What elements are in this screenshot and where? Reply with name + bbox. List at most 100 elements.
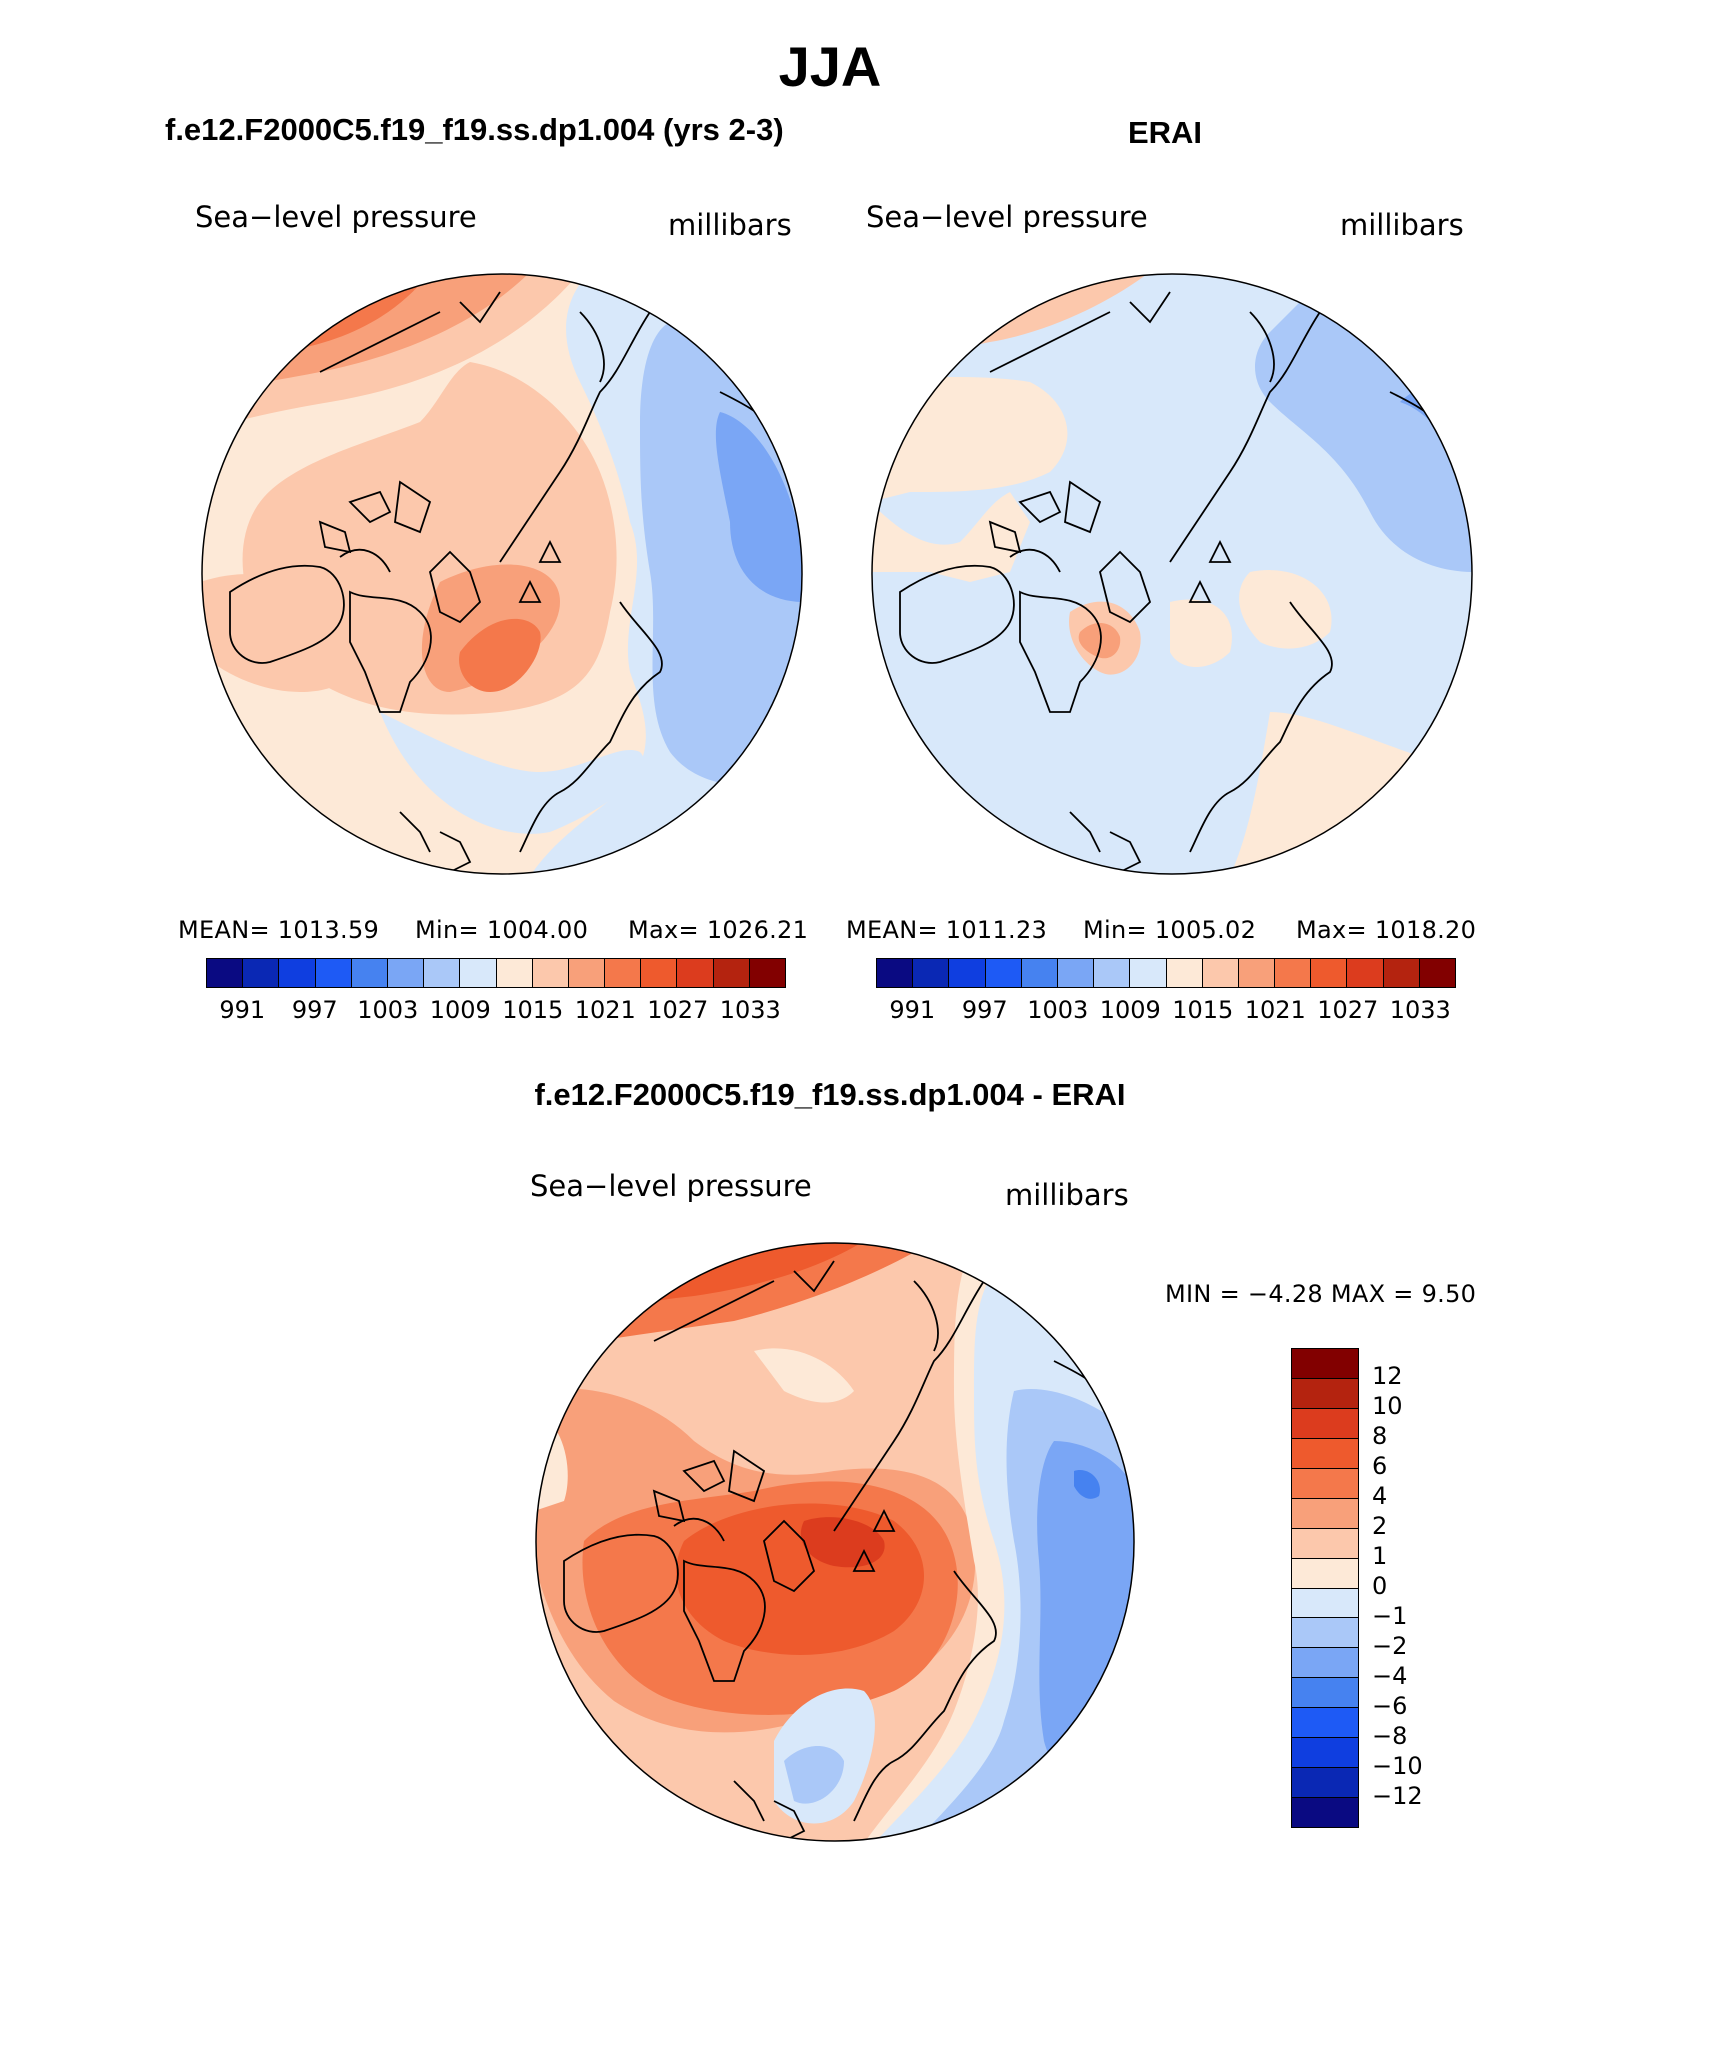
right-max-value: Max= 1018.20	[1296, 916, 1477, 944]
colorbar-tick-label: 1033	[719, 996, 781, 1024]
colorbar-tick-label: 1015	[502, 996, 564, 1024]
colorbar-tick-label: −8	[1372, 1722, 1408, 1750]
colorbar-swatch	[496, 959, 533, 987]
colorbar-swatch	[1057, 959, 1095, 987]
colorbar-swatch	[387, 959, 425, 987]
left-colorbar	[206, 958, 786, 988]
colorbar-swatch	[605, 959, 642, 987]
diff-units-label: millibars	[1005, 1178, 1129, 1212]
colorbar-swatch	[1347, 959, 1384, 987]
colorbar-swatch	[1166, 959, 1203, 987]
colorbar-swatch	[641, 959, 678, 987]
colorbar-swatch	[1292, 1349, 1358, 1379]
colorbar-swatch	[207, 959, 244, 987]
colorbar-tick-label: 1015	[1172, 996, 1234, 1024]
colorbar-tick-label: 1027	[647, 996, 709, 1024]
colorbar-tick-label: 1009	[429, 996, 491, 1024]
colorbar-swatch	[949, 959, 986, 987]
colorbar-tick-label: 991	[889, 996, 936, 1024]
colorbar-swatch	[1292, 1678, 1358, 1709]
colorbar-tick-label: −10	[1372, 1752, 1423, 1780]
right-variable-label: Sea−level pressure	[866, 200, 1148, 234]
left-slp-map	[201, 273, 803, 875]
right-mean-value: MEAN= 1011.23	[846, 916, 1048, 944]
right-colorbar	[876, 958, 1456, 988]
colorbar-swatch	[243, 959, 280, 987]
colorbar-tick-label: −1	[1372, 1602, 1408, 1630]
colorbar-tick-label: 997	[961, 996, 1008, 1024]
right-panel-case-title: ERAI	[1127, 115, 1203, 150]
colorbar-tick-label: 0	[1372, 1572, 1388, 1600]
difference-slp-map	[535, 1242, 1135, 1842]
colorbar-tick-label: 1	[1372, 1542, 1388, 1570]
colorbar-swatch	[1275, 959, 1312, 987]
colorbar-tick-label: −2	[1372, 1632, 1408, 1660]
colorbar-swatch	[1311, 959, 1348, 987]
colorbar-swatch	[1292, 1528, 1358, 1559]
colorbar-tick-label: −12	[1372, 1782, 1423, 1810]
colorbar-swatch	[1292, 1708, 1358, 1739]
diff-min-max: MIN = −4.28 MAX = 9.50	[1165, 1280, 1477, 1308]
left-mean-value: MEAN= 1013.59	[178, 916, 380, 944]
colorbar-tick-label: 1033	[1389, 996, 1451, 1024]
colorbar-swatch	[351, 959, 388, 987]
colorbar-swatch	[1292, 1468, 1358, 1499]
colorbar-swatch	[279, 959, 316, 987]
colorbar-tick-label: 1027	[1317, 996, 1379, 1024]
colorbar-tick-label: 6	[1372, 1452, 1388, 1480]
colorbar-swatch	[532, 959, 569, 987]
figure-title: JJA	[778, 35, 882, 98]
colorbar-swatch	[424, 959, 461, 987]
colorbar-tick-label: 997	[291, 996, 338, 1024]
colorbar-tick-label: −4	[1372, 1662, 1408, 1690]
left-max-value: Max= 1026.21	[628, 916, 809, 944]
colorbar-tick-label: 991	[219, 996, 266, 1024]
colorbar-swatch	[1094, 959, 1131, 987]
colorbar-swatch	[1292, 1768, 1358, 1799]
colorbar-swatch	[1292, 1588, 1358, 1619]
colorbar-tick-label: 1003	[1027, 996, 1089, 1024]
colorbar-swatch	[1292, 1618, 1358, 1649]
colorbar-swatch	[315, 959, 352, 987]
colorbar-swatch	[1292, 1558, 1358, 1589]
colorbar-swatch	[677, 959, 714, 987]
diff-variable-label: Sea−level pressure	[530, 1169, 812, 1203]
right-units-label: millibars	[1340, 208, 1464, 242]
colorbar-swatch	[1292, 1498, 1358, 1529]
colorbar-tick-label: −6	[1372, 1692, 1408, 1720]
diff-colorbar	[1291, 1348, 1359, 1828]
colorbar-swatch	[1238, 959, 1276, 987]
colorbar-swatch	[1130, 959, 1167, 987]
colorbar-tick-label: 1021	[1244, 996, 1306, 1024]
colorbar-swatch	[985, 959, 1022, 987]
right-slp-map	[871, 273, 1473, 875]
colorbar-swatch	[1292, 1378, 1358, 1409]
left-panel-case-title: f.e12.F2000C5.f19_f19.ss.dp1.004 (yrs 2-…	[165, 112, 784, 147]
colorbar-swatch	[713, 959, 750, 987]
left-units-label: millibars	[668, 208, 792, 242]
colorbar-tick-label: 1009	[1099, 996, 1161, 1024]
right-min-value: Min= 1005.02	[1083, 916, 1257, 944]
colorbar-swatch	[913, 959, 950, 987]
colorbar-tick-label: 1021	[574, 996, 636, 1024]
left-min-value: Min= 1004.00	[415, 916, 589, 944]
colorbar-swatch	[1021, 959, 1058, 987]
colorbar-swatch	[749, 959, 785, 987]
colorbar-swatch	[460, 959, 497, 987]
colorbar-swatch	[1202, 959, 1239, 987]
colorbar-swatch	[1292, 1438, 1358, 1469]
colorbar-tick-label: 4	[1372, 1482, 1388, 1510]
colorbar-tick-label: 2	[1372, 1512, 1388, 1540]
colorbar-swatch	[1419, 959, 1455, 987]
colorbar-swatch	[1383, 959, 1420, 987]
colorbar-swatch	[1292, 1798, 1358, 1827]
colorbar-swatch	[877, 959, 914, 987]
difference-panel-title: f.e12.F2000C5.f19_f19.ss.dp1.004 - ERAI	[534, 1077, 1126, 1112]
left-variable-label: Sea−level pressure	[195, 200, 477, 234]
colorbar-tick-label: 1003	[357, 996, 419, 1024]
colorbar-swatch	[1292, 1408, 1358, 1439]
colorbar-tick-label: 8	[1372, 1422, 1388, 1450]
colorbar-swatch	[568, 959, 606, 987]
colorbar-tick-label: 12	[1372, 1362, 1403, 1390]
colorbar-swatch	[1292, 1648, 1358, 1679]
